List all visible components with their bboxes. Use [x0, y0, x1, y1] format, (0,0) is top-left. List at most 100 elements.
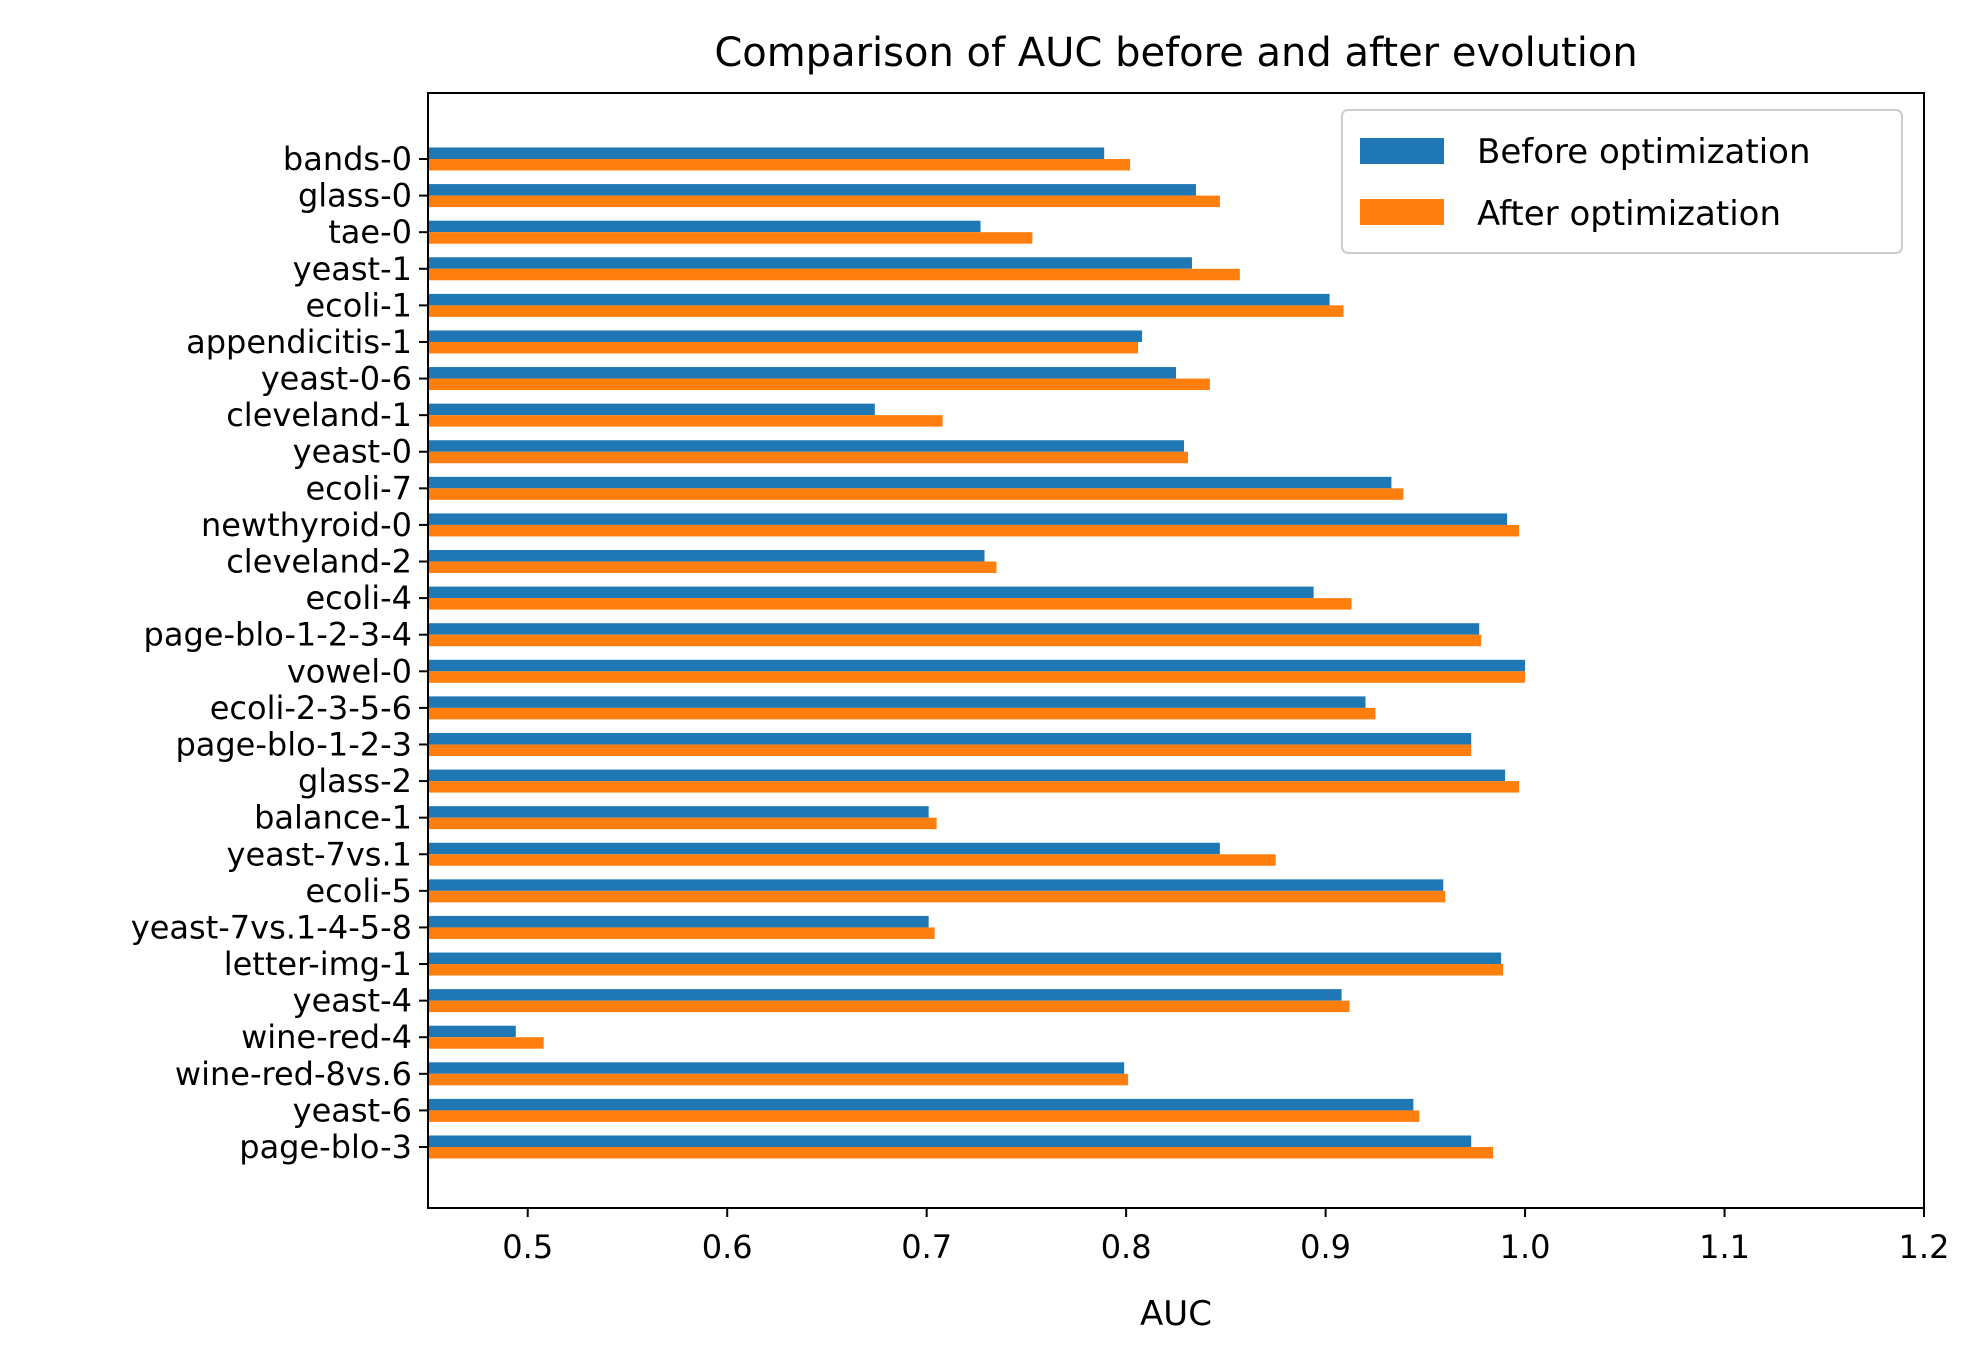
bar-before-14	[428, 623, 1480, 635]
bar-before-8	[428, 403, 875, 416]
y-tick-label: letter-img-1	[224, 945, 412, 983]
y-tick-label: appendicitis-1	[186, 323, 412, 361]
bar-before-13	[428, 586, 1314, 599]
legend: Before optimization After optimization	[1341, 109, 1903, 254]
bar-after-2	[428, 195, 1220, 208]
bar-after-16	[428, 707, 1376, 720]
y-tick-label: tae-0	[328, 213, 412, 251]
y-tick-label: glass-2	[298, 762, 412, 800]
bar-after-9	[428, 451, 1188, 464]
y-tick-label: newthyroid-0	[201, 506, 412, 544]
y-tick-label: yeast-7vs.1-4-5-8	[131, 908, 412, 946]
bar-before-1	[428, 147, 1105, 159]
bar-after-20	[428, 854, 1276, 866]
y-tick-label: ecoli-7	[305, 469, 412, 507]
bar-after-3	[428, 232, 1033, 244]
bar-before-5	[428, 293, 1330, 306]
bars-group	[428, 147, 1526, 1159]
legend-label-before: Before optimization	[1477, 132, 1811, 172]
y-tick-label: yeast-1	[293, 250, 412, 288]
bar-before-28	[428, 1135, 1472, 1147]
y-tick-label: glass-0	[298, 177, 412, 215]
y-tick-label: cleveland-1	[226, 396, 412, 434]
bar-after-4	[428, 268, 1240, 281]
x-tick-label: 1.0	[1500, 1228, 1551, 1266]
bar-before-9	[428, 440, 1184, 452]
legend-label-after: After optimization	[1477, 194, 1781, 234]
bar-before-3	[428, 220, 981, 233]
y-tick-label: yeast-6	[293, 1091, 412, 1129]
bar-before-15	[428, 659, 1526, 672]
y-tick-label: ecoli-4	[305, 579, 412, 617]
plot-frame	[427, 92, 1925, 1209]
bar-before-17	[428, 732, 1472, 745]
y-tick-label: ecoli-5	[305, 872, 412, 910]
bar-before-25	[428, 1025, 516, 1038]
x-axis-ticks: 0.5 0.6 0.7 0.8 0.9 1.0 1.1 1.2	[502, 1208, 1949, 1266]
y-tick-label: wine-red-4	[241, 1018, 412, 1056]
x-axis-label: AUC	[1140, 1294, 1212, 1334]
bar-before-4	[428, 257, 1192, 269]
bar-after-19	[428, 817, 937, 830]
bar-after-11	[428, 524, 1520, 537]
bar-after-26	[428, 1073, 1129, 1086]
legend-swatch-after	[1360, 199, 1444, 225]
y-tick-label: page-blo-3	[239, 1128, 412, 1166]
y-tick-label: vowel-0	[287, 652, 412, 690]
y-axis-ticks: bands-0glass-0tae-0yeast-1ecoli-1appendi…	[131, 140, 428, 1166]
x-tick-label: 0.7	[901, 1228, 952, 1266]
bar-before-26	[428, 1062, 1125, 1074]
x-tick-label: 0.6	[702, 1228, 753, 1266]
y-tick-label: yeast-4	[293, 982, 412, 1020]
bar-after-10	[428, 488, 1404, 500]
bar-after-24	[428, 1000, 1350, 1013]
bar-before-20	[428, 842, 1220, 855]
y-tick-label: balance-1	[254, 799, 412, 837]
bar-after-25	[428, 1037, 544, 1049]
x-tick-label: 0.5	[502, 1228, 553, 1266]
bar-after-22	[428, 927, 935, 939]
y-tick-label: yeast-0-6	[261, 360, 412, 398]
legend-swatch-before	[1360, 138, 1444, 164]
y-tick-label: bands-0	[283, 140, 412, 178]
bar-after-23	[428, 964, 1504, 976]
bar-before-16	[428, 696, 1366, 708]
y-tick-label: ecoli-2-3-5-6	[210, 689, 412, 727]
bar-before-12	[428, 550, 985, 562]
bar-after-5	[428, 305, 1344, 317]
y-tick-label: cleveland-2	[226, 543, 412, 581]
bar-after-15	[428, 671, 1526, 683]
bar-before-7	[428, 367, 1176, 379]
y-tick-label: ecoli-1	[305, 286, 412, 324]
y-tick-label: yeast-7vs.1	[227, 835, 413, 873]
bar-after-27	[428, 1110, 1420, 1122]
bar-after-1	[428, 159, 1131, 171]
chart-title: Comparison of AUC before and after evolu…	[714, 30, 1637, 76]
x-tick-label: 0.8	[1101, 1228, 1152, 1266]
bar-after-12	[428, 561, 997, 574]
y-tick-label: yeast-0	[293, 433, 412, 471]
bar-after-8	[428, 415, 943, 427]
bar-after-13	[428, 598, 1352, 610]
bar-before-21	[428, 879, 1444, 891]
x-tick-label: 1.1	[1699, 1228, 1750, 1266]
bar-before-2	[428, 184, 1196, 196]
y-tick-label: wine-red-8vs.6	[175, 1055, 412, 1093]
bar-after-17	[428, 744, 1472, 756]
bar-before-18	[428, 769, 1506, 782]
legend-frame	[1341, 109, 1903, 254]
bar-after-21	[428, 890, 1446, 903]
bar-before-23	[428, 952, 1502, 965]
bar-after-7	[428, 378, 1210, 391]
bar-before-11	[428, 513, 1508, 525]
bar-before-27	[428, 1098, 1414, 1111]
bar-after-18	[428, 781, 1520, 793]
bar-before-24	[428, 989, 1342, 1001]
bar-after-14	[428, 634, 1482, 647]
bar-after-28	[428, 1147, 1494, 1159]
x-tick-label: 1.2	[1899, 1228, 1950, 1266]
bar-after-6	[428, 341, 1139, 354]
y-tick-label: page-blo-1-2-3	[175, 725, 412, 763]
bar-before-6	[428, 330, 1143, 342]
